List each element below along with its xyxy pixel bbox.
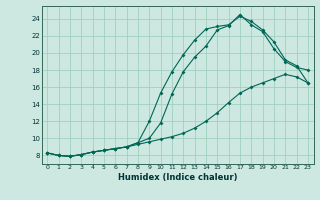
X-axis label: Humidex (Indice chaleur): Humidex (Indice chaleur) xyxy=(118,173,237,182)
